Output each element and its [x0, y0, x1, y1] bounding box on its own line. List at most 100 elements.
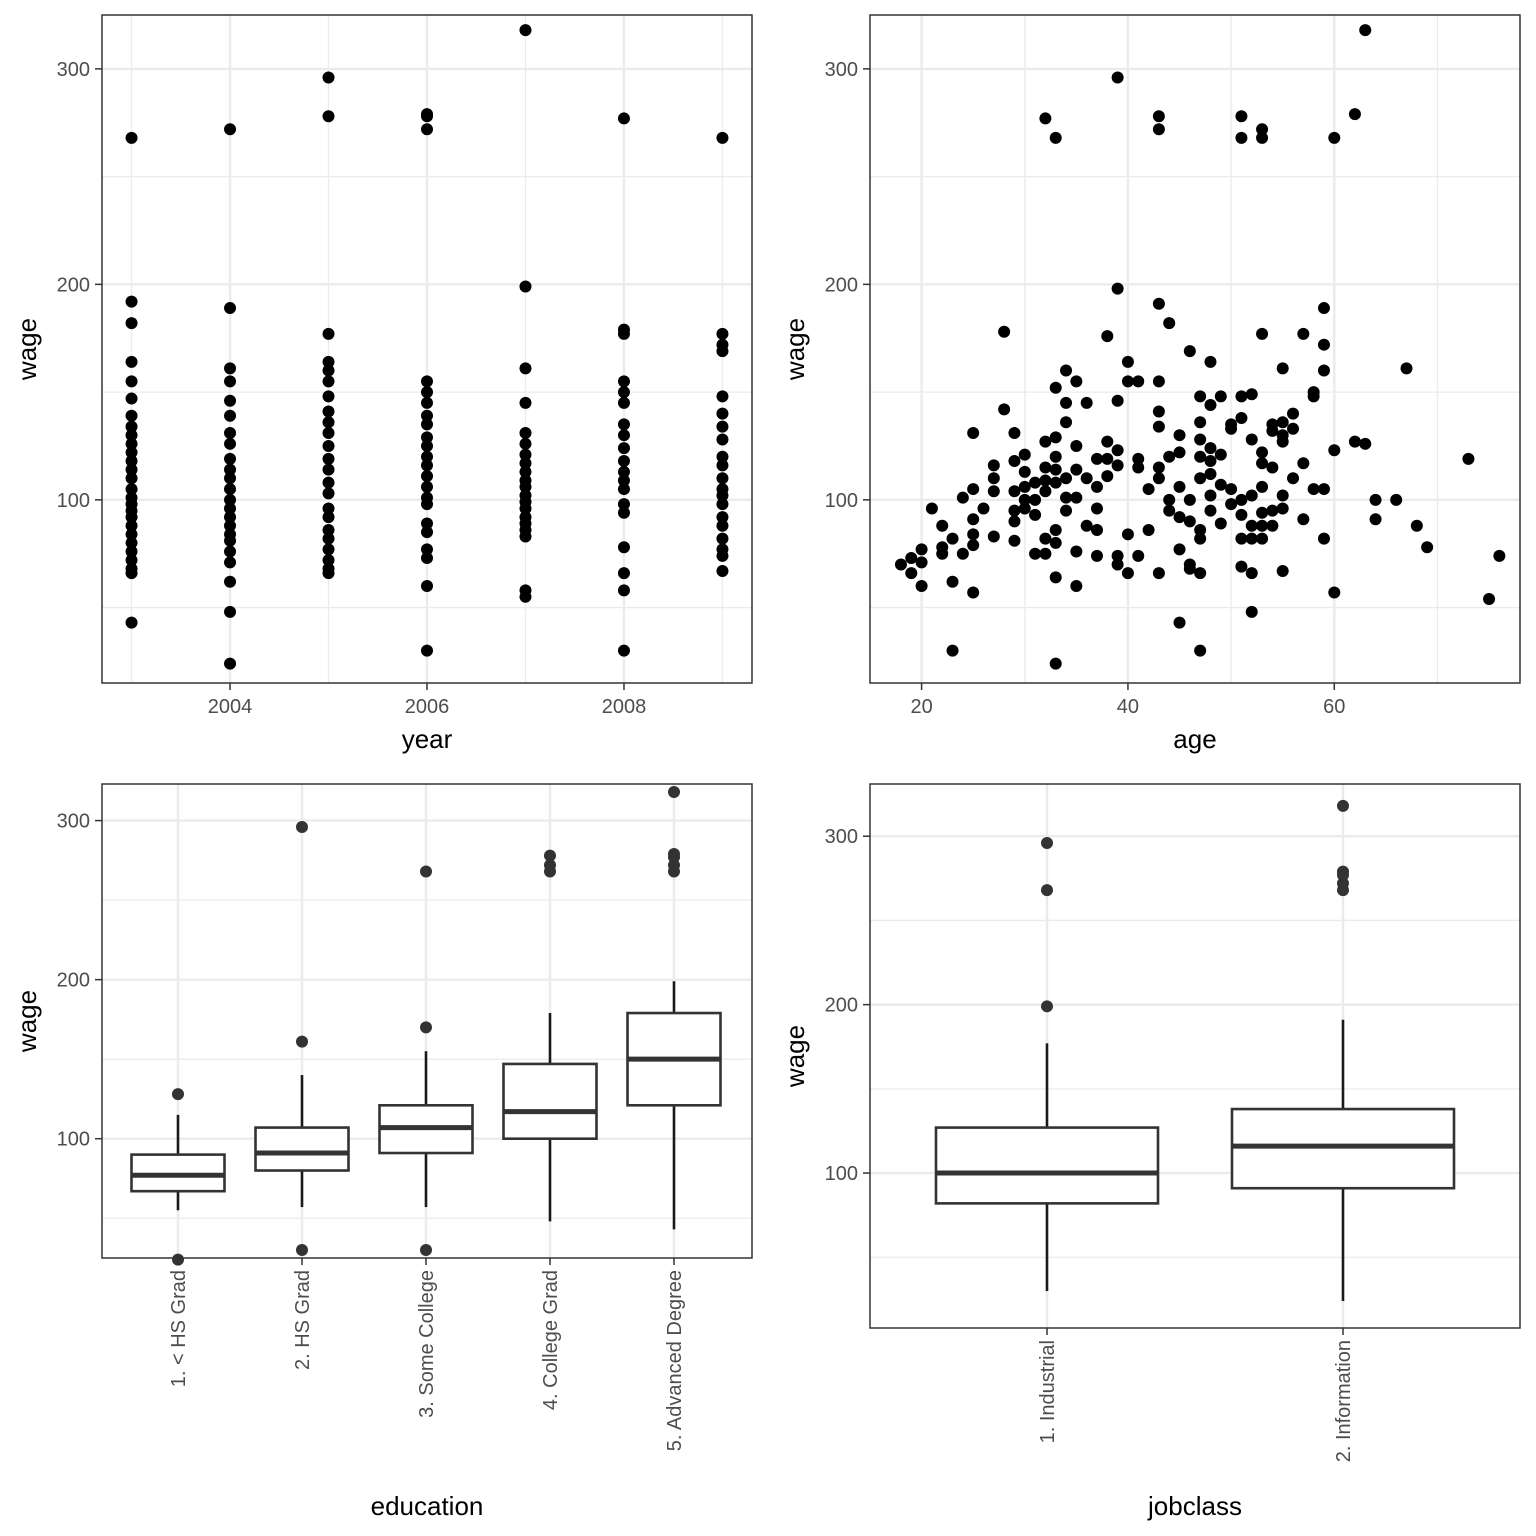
data-point: [1049, 450, 1062, 463]
data-point: [617, 386, 630, 399]
data-point: [1235, 493, 1248, 506]
data-point: [1214, 390, 1227, 403]
data-point: [421, 386, 433, 399]
data-point: [1008, 504, 1021, 517]
data-point: [1173, 429, 1186, 442]
data-point: [1348, 435, 1361, 448]
data-point: [1049, 571, 1062, 584]
data-point: [519, 457, 532, 470]
data-point: [1256, 532, 1269, 545]
data-point: [125, 437, 138, 450]
x-tick-label: 3. Some College: [416, 1270, 438, 1418]
data-point: [224, 545, 237, 558]
data-point: [322, 452, 335, 465]
data-point: [1029, 508, 1042, 521]
data-point: [967, 513, 980, 526]
box-2: [1230, 799, 1456, 1302]
box-iqr: [934, 1126, 1160, 1205]
data-point: [1070, 580, 1083, 593]
data-point: [1152, 567, 1165, 580]
data-point: [998, 325, 1011, 338]
data-point: [716, 532, 729, 545]
data-point: [519, 280, 532, 293]
data-point: [322, 554, 335, 567]
data-point: [1029, 476, 1042, 489]
data-point: [1060, 491, 1073, 504]
data-point: [1101, 470, 1114, 483]
data-point: [1194, 390, 1207, 403]
data-point: [1204, 467, 1217, 480]
data-point: [1070, 491, 1083, 504]
data-point: [1307, 390, 1320, 403]
data-point: [1214, 448, 1227, 461]
data-point: [1111, 394, 1124, 407]
data-point: [125, 295, 138, 308]
data-point: [1152, 420, 1165, 433]
data-point: [905, 552, 918, 565]
data-point: [125, 446, 138, 459]
data-point: [1256, 327, 1269, 340]
data-point: [322, 390, 335, 403]
data-point: [617, 429, 630, 442]
data-point: [519, 480, 532, 493]
data-point: [322, 110, 335, 123]
data-point: [125, 616, 138, 629]
data-point: [716, 472, 729, 485]
data-point: [322, 511, 335, 524]
data-point: [1276, 489, 1289, 502]
data-point: [1152, 472, 1165, 485]
data-point: [1008, 455, 1021, 468]
data-point: [125, 409, 138, 422]
data-point: [1235, 110, 1248, 123]
data-point: [1018, 480, 1031, 493]
data-point: [1080, 472, 1093, 485]
data-point: [125, 317, 138, 330]
data-point: [617, 465, 630, 478]
outlier-point: [1041, 836, 1053, 849]
data-point: [1090, 524, 1103, 537]
data-point: [617, 567, 630, 580]
data-point: [1142, 483, 1155, 496]
data-point: [519, 465, 532, 478]
box-iqr: [1230, 1107, 1456, 1190]
data-point: [224, 302, 237, 315]
data-point: [716, 327, 729, 340]
x-tick-label: 2008: [602, 696, 647, 718]
data-point: [1297, 327, 1310, 340]
data-point: [1049, 657, 1062, 670]
x-tick-label: 1. Industrial: [1037, 1340, 1059, 1443]
data-point: [987, 459, 1000, 472]
data-point: [322, 439, 335, 452]
data-point: [1204, 442, 1217, 455]
data-point: [1049, 381, 1062, 394]
data-point: [1245, 605, 1258, 618]
data-point: [1049, 431, 1062, 444]
data-point: [894, 558, 907, 571]
outlier-point: [1041, 884, 1053, 897]
data-point: [1018, 502, 1031, 515]
data-point: [125, 472, 138, 485]
data-point: [421, 526, 433, 539]
data-point: [125, 519, 138, 532]
data-point: [1008, 515, 1021, 528]
data-point: [421, 375, 433, 388]
data-point: [1039, 112, 1052, 125]
x-tick-label: 40: [1117, 696, 1139, 718]
data-point: [617, 483, 630, 496]
data-point: [322, 524, 335, 537]
data-point: [1266, 504, 1279, 517]
box-iqr: [254, 1126, 350, 1172]
chart-panel-3: 1. < HS Grad 2. HS Grad 3. Some College 4. …: [12, 783, 753, 1521]
data-point: [617, 498, 630, 511]
data-point: [1245, 489, 1258, 502]
data-point: [617, 327, 630, 340]
data-point: [956, 547, 969, 560]
data-point: [1194, 472, 1207, 485]
data-point: [1369, 493, 1382, 506]
data-point: [1152, 405, 1165, 418]
data-point: [915, 556, 928, 569]
data-point: [224, 409, 237, 422]
data-point: [224, 502, 237, 515]
data-point: [946, 575, 959, 588]
